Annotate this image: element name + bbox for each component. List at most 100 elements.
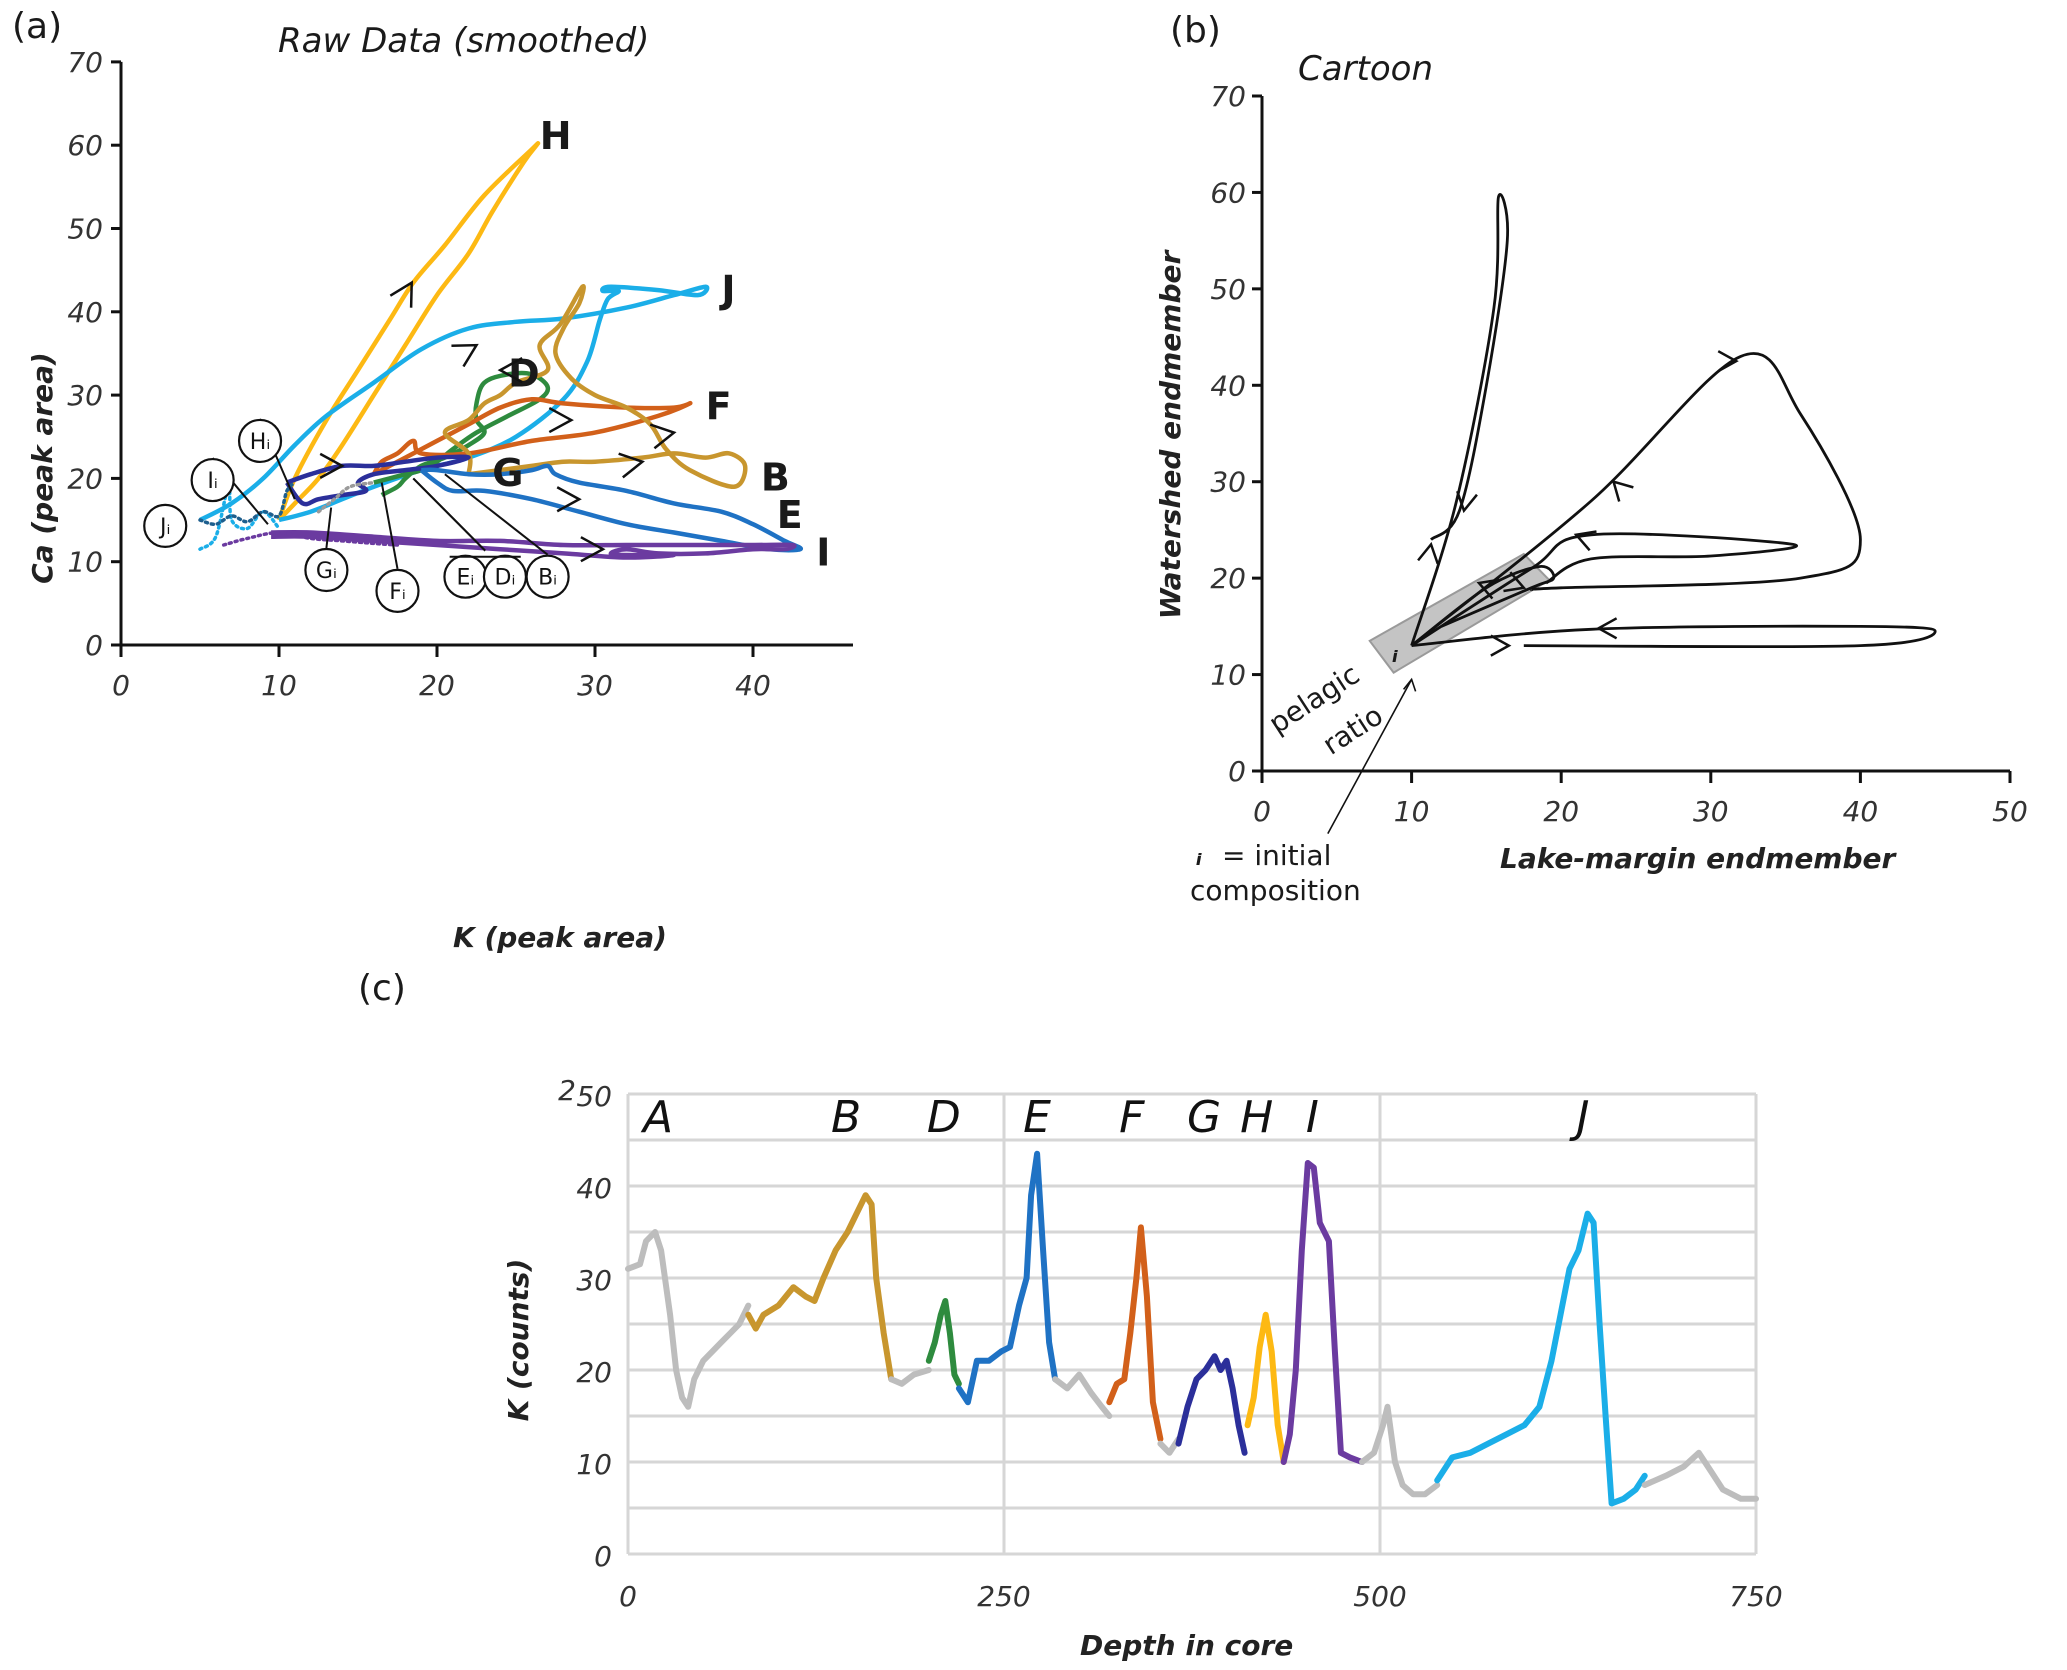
cartoon-loop-long-flat-loop — [1411, 624, 1937, 649]
panel-a-title: Raw Data (smoothed) — [278, 21, 649, 61]
direction-arrow-5 — [618, 452, 645, 479]
y-tick-label: 20 — [1210, 562, 1246, 595]
initial-pointer-arrowhead — [1402, 677, 1417, 692]
initial-marker-I-initial — [190, 457, 235, 503]
initial-marker-H-initial — [237, 418, 283, 464]
series-D-path — [925, 1298, 962, 1387]
y-tick-label: 10 — [1210, 659, 1246, 692]
direction-arrow-6 — [556, 486, 582, 513]
series-label-F: F — [706, 385, 732, 429]
cartoon-arrowhead-1 — [1456, 490, 1478, 514]
series-label-I: I — [816, 530, 830, 574]
series-gap3-path — [1157, 1436, 1182, 1456]
cartoon-arrowhead-6 — [1596, 617, 1618, 640]
series-I-path — [271, 529, 797, 560]
panel-a: Raw Data (smoothed) 0 10 20 30 40 50 60 70 0 10 20… — [26, 21, 853, 954]
direction-arrow-7 — [580, 536, 606, 563]
initial-note-symbol: ᵢ — [1196, 839, 1202, 872]
segment-label-J: J — [1569, 1092, 1590, 1143]
initial-marker-J-initial — [143, 503, 188, 548]
x-tick-label: 20 — [419, 669, 455, 702]
x-tick-label: 0 — [112, 669, 130, 702]
leader-line-G-initial — [325, 507, 333, 549]
panel-a-initial-dotted — [198, 480, 400, 551]
series-label-B: B — [761, 455, 790, 499]
cartoon-arrowhead-0 — [1417, 541, 1439, 565]
cartoon-loop-tall-loop — [1410, 193, 1509, 647]
y-tick-label: 30 — [576, 1264, 612, 1297]
y-tick-label: 0 — [594, 1540, 612, 1573]
series-E-path — [419, 463, 804, 553]
series-G-path — [1175, 1353, 1248, 1456]
series-label-E: E — [777, 493, 803, 537]
direction-arrow-1 — [451, 343, 479, 368]
x-tick-label: 0 — [619, 1580, 637, 1613]
y-tick-label: 10 — [67, 546, 103, 579]
series-A-background--path — [625, 1229, 752, 1410]
y-tick-label: 50 — [576, 1080, 612, 1113]
series-H-path — [276, 141, 541, 522]
panel-b-axes: 0 10 20 30 40 50 60 70 0 10 20 30 40 50 — [1210, 80, 2027, 828]
y-tick-label: 50 — [1210, 273, 1246, 306]
series-I-path — [1280, 1160, 1365, 1465]
initial-label-G-initial: Gᵢ — [316, 559, 337, 584]
series-label-G: G — [492, 451, 523, 495]
panel-c-series — [625, 1150, 1759, 1507]
y-tick-label: 70 — [1210, 80, 1246, 113]
direction-arrow-0 — [389, 280, 414, 308]
initial-pointer-line — [1327, 679, 1413, 835]
direction-arrow-4 — [649, 423, 677, 450]
initial-marker-G-initial — [304, 547, 349, 593]
x-tick-label: 20 — [1543, 795, 1579, 828]
y-tick-label: 0 — [85, 629, 103, 662]
leader-line-D-initial — [412, 477, 486, 552]
series-B-path — [745, 1192, 895, 1383]
initial-label-B-initial: Bᵢ — [538, 566, 557, 591]
segment-label-F: F — [1119, 1092, 1145, 1143]
initial-dotted-trace-3 — [316, 480, 376, 514]
cartoon-arrowhead-8 — [1717, 350, 1739, 373]
series-tail-path — [1641, 1449, 1759, 1502]
panel-c-xlabel: Depth in core — [1080, 1629, 1293, 1662]
panel-a-annotations: H J D F G BEI Jᵢ Iᵢ Hᵢ Gᵢ Fᵢ Eᵢ Dᵢ Bᵢ — [143, 114, 830, 613]
series-gap4-path — [1359, 1403, 1441, 1498]
y-tick-label: 30 — [1210, 466, 1246, 499]
initial-note-line2: composition — [1190, 874, 1361, 907]
initial-dotted-trace-2 — [221, 530, 400, 547]
y-tick-label: 0 — [1228, 755, 1246, 788]
initial-dotted-trace-1 — [198, 480, 297, 526]
cartoon-loop-triangle-loop — [1410, 352, 1862, 647]
panel-a-xlabel: K (peak area) — [453, 921, 667, 954]
segment-label-B: B — [831, 1092, 861, 1143]
panel-a-axes: 0 10 20 30 40 50 60 70 0 10 20 30 40 — [67, 46, 853, 702]
initial-marker-F-initial — [375, 568, 420, 613]
direction-arrow-8 — [319, 452, 345, 480]
series-gap1-path — [888, 1367, 932, 1387]
panel-b: Cartoon 0 10 20 30 40 50 60 70 0 10 20 30 40 50 ᵢpela… — [1154, 49, 2028, 907]
x-tick-label: 10 — [1394, 795, 1430, 828]
y-tick-label: 50 — [67, 213, 103, 246]
cartoon-loop-small-loop — [1410, 565, 1556, 647]
initial-marker-B-initial — [525, 554, 570, 599]
panel-b-ylabel: Watershed endmember — [1154, 249, 1187, 620]
panel-b-title: Cartoon — [1298, 49, 1433, 89]
segment-label-G: G — [1187, 1092, 1221, 1143]
direction-arrow-2 — [497, 357, 523, 384]
series-label-D: D — [508, 351, 540, 395]
x-tick-label: 50 — [1992, 795, 2028, 828]
panel-a-ylabel: Ca (peak area) — [26, 352, 59, 584]
x-tick-label: 10 — [261, 669, 297, 702]
panel-c-label: (c) — [358, 968, 406, 1009]
series-B-path — [442, 283, 748, 489]
series-gap2-path — [1052, 1371, 1113, 1419]
cartoon-arrowhead-2 — [1611, 479, 1634, 502]
initial-composition-marker: ᵢ — [1392, 636, 1398, 669]
initial-label-D-initial: Dᵢ — [495, 566, 516, 591]
cartoon-arrowhead-3 — [1573, 530, 1597, 552]
y-tick-overprint: 2 — [558, 1074, 576, 1107]
y-tick-label: 70 — [67, 46, 103, 79]
initial-note-line1: = initial — [1222, 839, 1331, 872]
panel-c-ylabel: K (counts) — [502, 1259, 535, 1422]
y-tick-label: 60 — [1210, 176, 1246, 209]
